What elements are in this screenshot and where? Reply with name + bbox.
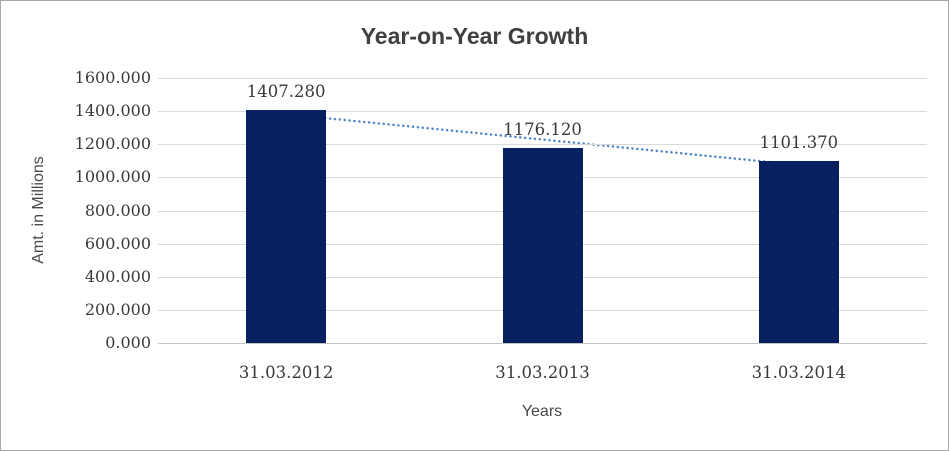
y-tick-label: 1600.000: [74, 68, 151, 87]
x-axis-title: Years: [521, 403, 563, 420]
bar: [502, 148, 583, 343]
chart-title: Year-on-Year Growth: [360, 23, 589, 49]
data-label: 1407.280: [246, 81, 326, 101]
x-tick-label: 31.03.2013: [495, 363, 590, 382]
y-tick-label: 400.000: [84, 267, 151, 286]
y-tick-label: 0.000: [105, 333, 151, 352]
x-tick-label: 31.03.2014: [751, 363, 847, 382]
y-tick-label: 200.000: [84, 300, 151, 319]
gridline: [158, 144, 927, 145]
data-label: 1101.370: [759, 132, 839, 152]
gridline: [158, 111, 927, 112]
y-tick-label: 1000.000: [74, 167, 151, 186]
y-tick-label: 1400.000: [74, 101, 151, 120]
y-tick-label: 800.000: [84, 201, 151, 220]
bar: [758, 160, 839, 343]
y-tick-label: 1200.000: [74, 134, 151, 153]
x-tick-label: 31.03.2012: [238, 363, 334, 382]
gridline: [158, 78, 927, 79]
data-label: 1176.120: [503, 120, 582, 140]
y-tick-label: 600.000: [84, 234, 151, 253]
bar: [246, 109, 327, 343]
x-axis-line: [158, 343, 927, 344]
